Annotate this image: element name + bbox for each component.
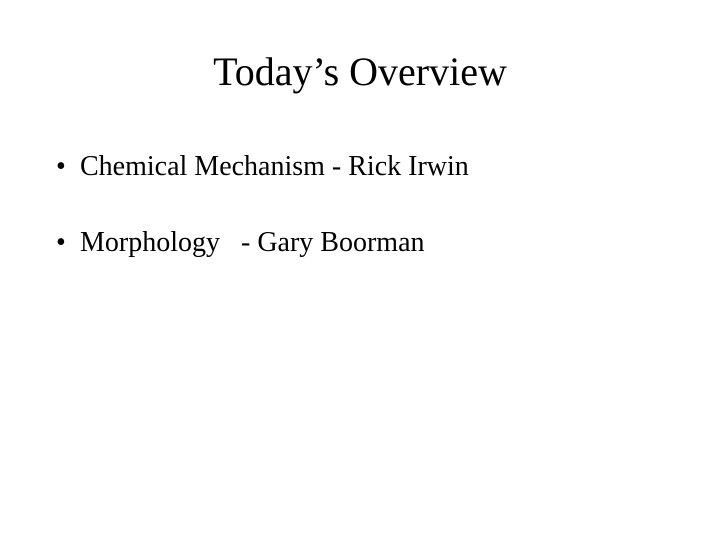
slide: Today’s Overview • Chemical Mechanism - … [0, 0, 720, 540]
bullet-list: • Chemical Mechanism - Rick Irwin • Morp… [0, 151, 720, 259]
slide-title: Today’s Overview [0, 48, 720, 95]
bullet-text: Chemical Mechanism - Rick Irwin [80, 151, 469, 183]
bullet-text: Morphology - Gary Boorman [80, 227, 425, 259]
list-item: • Chemical Mechanism - Rick Irwin [56, 151, 720, 183]
bullet-icon: • [56, 227, 80, 259]
list-item: • Morphology - Gary Boorman [56, 227, 720, 259]
bullet-icon: • [56, 151, 80, 183]
